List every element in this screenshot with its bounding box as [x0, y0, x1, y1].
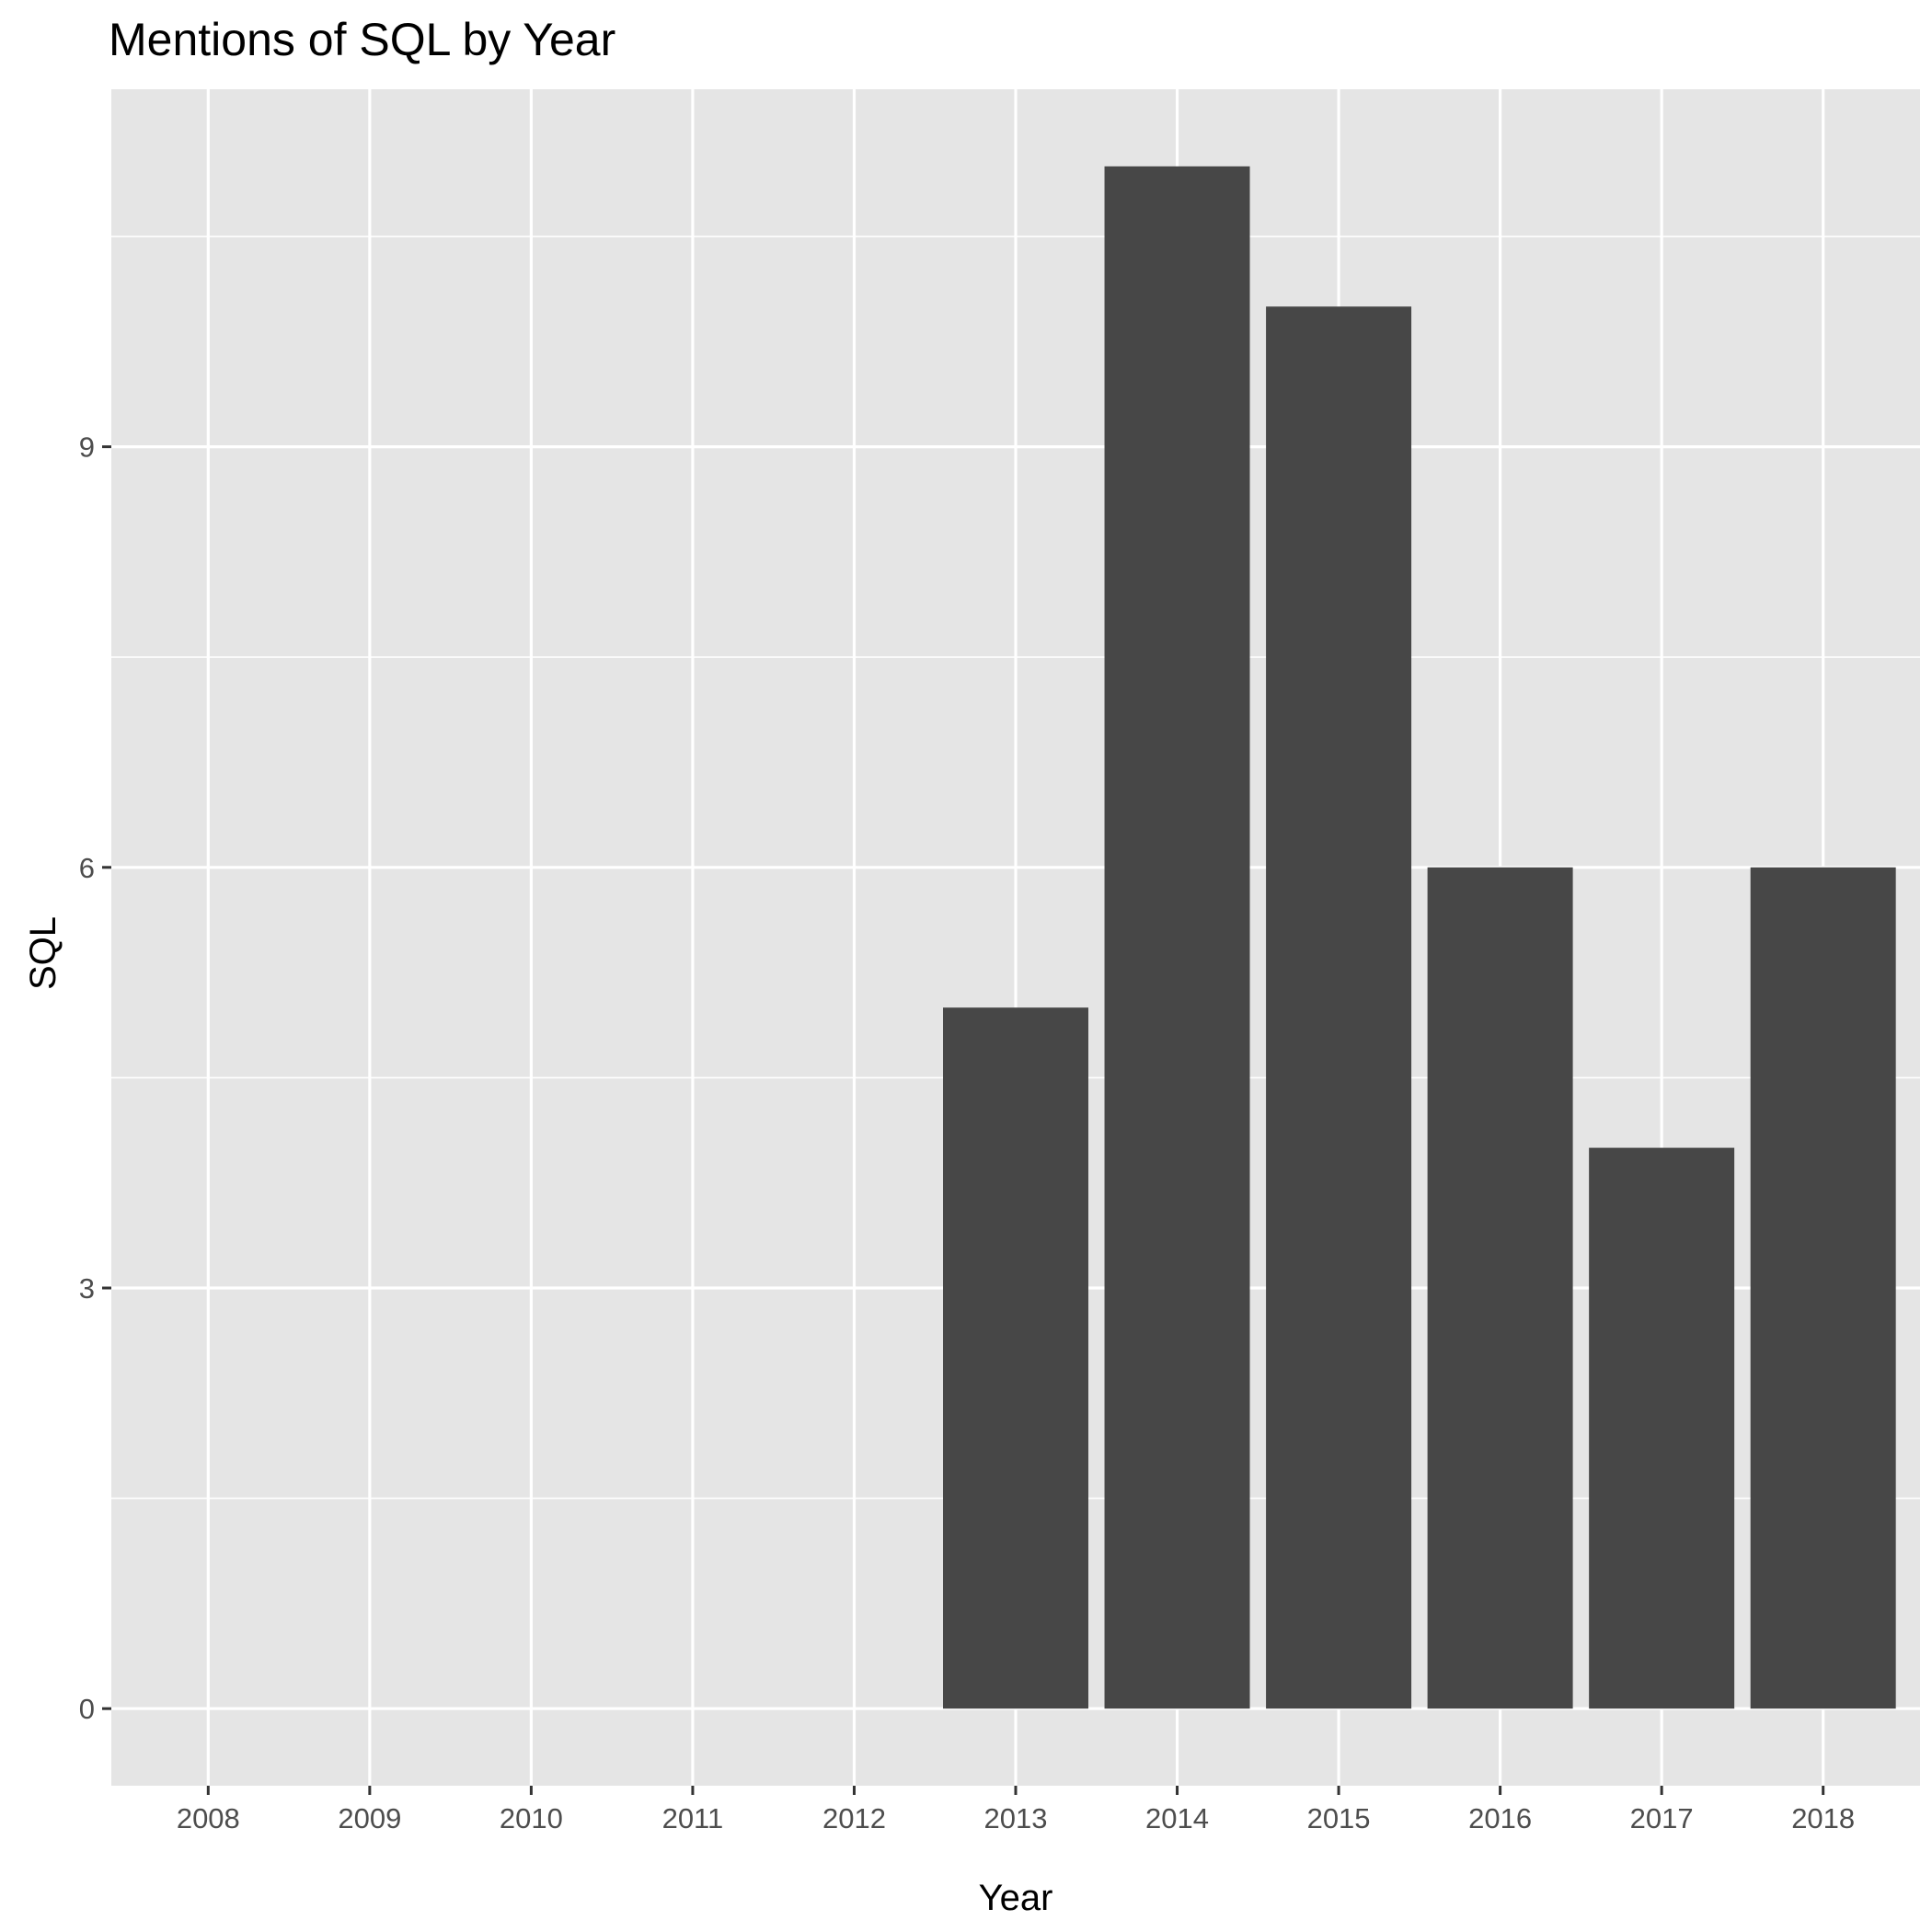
x-tick-label: 2012: [822, 1802, 886, 1834]
x-tick-label: 2016: [1468, 1802, 1532, 1834]
y-tick-label: 3: [79, 1272, 95, 1305]
bar-2013: [943, 1007, 1088, 1709]
x-tick-label: 2015: [1307, 1802, 1371, 1834]
chart-title: Mentions of SQL by Year: [109, 14, 615, 65]
x-tick-label: 2009: [338, 1802, 401, 1834]
y-tick-label: 9: [79, 431, 95, 464]
y-axis-ticks: 0 3 6 9: [79, 431, 111, 1725]
y-tick-label: 0: [79, 1693, 95, 1725]
x-tick-label: 2018: [1791, 1802, 1855, 1834]
bar-2016: [1427, 867, 1573, 1709]
bar-2017: [1589, 1147, 1735, 1709]
x-tick-label: 2011: [662, 1802, 724, 1834]
x-axis-ticks: 2008 2009 2010 2011 2012 2013 2014 2015 2016 2017…: [177, 1786, 1855, 1834]
x-tick-label: 2010: [500, 1802, 563, 1834]
y-tick-label: 6: [79, 852, 95, 884]
bars: [943, 166, 1896, 1709]
bar-2014: [1104, 166, 1250, 1709]
x-tick-label: 2008: [177, 1802, 240, 1834]
bar-2015: [1266, 306, 1412, 1709]
y-axis-title: SQL: [23, 916, 63, 990]
x-tick-label: 2013: [984, 1802, 1048, 1834]
x-axis-title: Year: [979, 1878, 1053, 1918]
bar-2018: [1750, 867, 1896, 1709]
x-tick-label: 2014: [1145, 1802, 1209, 1834]
x-tick-label: 2017: [1630, 1802, 1694, 1834]
